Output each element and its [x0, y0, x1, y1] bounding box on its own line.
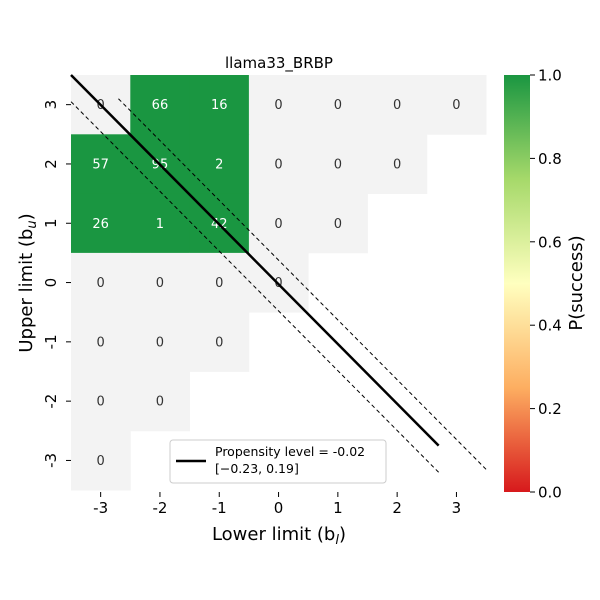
colorbar: 0.0 0.2 0.4 0.6 0.8 1.0 P(success) [504, 67, 587, 502]
y-tick-label: 1 [42, 218, 60, 228]
x-tick-label: -3 [93, 499, 108, 517]
heatmap-cell [248, 134, 309, 194]
cell-value-label: 0 [156, 395, 164, 410]
colorbar-tick-label: 0.0 [538, 484, 562, 502]
x-axis-label-subscript: l [335, 533, 339, 548]
cell-value-label: 0 [274, 217, 282, 232]
cell-value-label: 0 [393, 157, 401, 172]
y-tick-label: 3 [42, 100, 60, 110]
cell-value-label: 0 [334, 157, 342, 172]
heatmap-cell [367, 134, 428, 194]
cell-value-label: 57 [92, 157, 109, 172]
heatmap-cell [130, 193, 190, 254]
y-tick-label: 2 [42, 159, 60, 169]
cell-value-label: 0 [97, 335, 105, 350]
y-tick-label: -2 [42, 394, 60, 409]
x-tick-label: 0 [274, 499, 284, 517]
colorbar-label: P(success) [566, 235, 587, 330]
legend-box [169, 439, 387, 484]
heatmap-cell [71, 371, 131, 432]
cell-value-label: 0 [334, 217, 342, 232]
cell-value-label: 0 [274, 157, 282, 172]
colorbar-tick-label: 0.2 [538, 400, 562, 418]
cell-value-label: 26 [92, 217, 109, 232]
heatmap-cell [130, 75, 190, 135]
heatmap-cell [189, 252, 250, 313]
heatmap-cell [71, 430, 131, 491]
cell-value-label: 0 [97, 454, 105, 469]
propensity-lines [70, 74, 487, 473]
y-tick-label: -1 [42, 334, 60, 349]
heatmap-cell [71, 193, 131, 254]
heatmap-cells [71, 75, 487, 491]
chart-title: llama33_BRBP [225, 54, 333, 73]
y-axis-label: Upper limit (bu) [16, 213, 40, 352]
colorbar-tick-label: 1.0 [538, 67, 562, 85]
heatmap-cell [71, 312, 131, 372]
ci-lower-line [70, 101, 440, 473]
heatmap-cell [189, 134, 250, 194]
cell-value-label: 0 [156, 276, 164, 291]
colorbar-ticks: 0.0 0.2 0.4 0.6 0.8 1.0 [530, 67, 562, 502]
x-tick-label: 2 [392, 499, 402, 517]
heatmap-cell [189, 75, 250, 135]
cell-value-label: 0 [452, 98, 460, 113]
cell-value-label: 0 [215, 276, 223, 291]
cell-value-label: 0 [393, 98, 401, 113]
cell-value-label: 0 [97, 276, 105, 291]
colorbar-gradient [504, 75, 530, 492]
y-tick-label: -3 [42, 453, 60, 468]
cell-value-label: 2 [215, 157, 223, 172]
heatmap-cell [71, 252, 131, 313]
heatmap-cell [248, 193, 309, 254]
heatmap-cell [367, 75, 428, 135]
heatmap-cell [189, 312, 250, 372]
x-tick-label: -1 [212, 499, 227, 517]
colorbar-tick-label: 0.8 [538, 150, 562, 168]
x-axis-ticks: -3 -2 -1 0 1 2 3 [93, 492, 461, 517]
x-tick-label: 3 [452, 499, 462, 517]
colorbar-tick-label: 0.4 [538, 317, 562, 335]
cell-value-label: 66 [152, 98, 169, 113]
heatmap-cell [130, 252, 190, 313]
legend: Propensity level = -0.02 [−0.23, 0.19] [169, 439, 387, 484]
ci-upper-line [118, 98, 487, 470]
legend-interval: [−0.23, 0.19] [215, 461, 299, 476]
heatmap-cell [130, 312, 190, 372]
cell-value-label: 0 [97, 395, 105, 410]
heatmap-cell [71, 134, 131, 194]
cell-value-label: 1 [156, 217, 164, 232]
y-axis-label-subscript: u [25, 220, 40, 228]
cell-value-label: 0 [334, 98, 342, 113]
x-axis-label: Lower limit (bl) [212, 524, 346, 548]
legend-label: Propensity level = -0.02 [215, 444, 365, 459]
y-tick-label: 0 [42, 278, 60, 288]
heatmap-cell [308, 193, 368, 254]
cell-value-label: 0 [156, 335, 164, 350]
heatmap-cell [248, 75, 309, 135]
propensity-line [70, 74, 440, 447]
x-tick-label: -2 [152, 499, 167, 517]
cell-value-label: 0 [274, 98, 282, 113]
colorbar-tick-label: 0.6 [538, 233, 562, 251]
heatmap-cell [130, 371, 190, 432]
heatmap-cell [308, 75, 368, 135]
x-tick-label: 1 [333, 499, 343, 517]
heatmap-cell [308, 134, 368, 194]
heatmap-cell [426, 75, 487, 135]
cell-value-label: 0 [215, 335, 223, 350]
cell-value-label: 16 [211, 98, 228, 113]
y-axis-ticks: 3 2 1 0 -1 -2 -3 [42, 100, 71, 468]
